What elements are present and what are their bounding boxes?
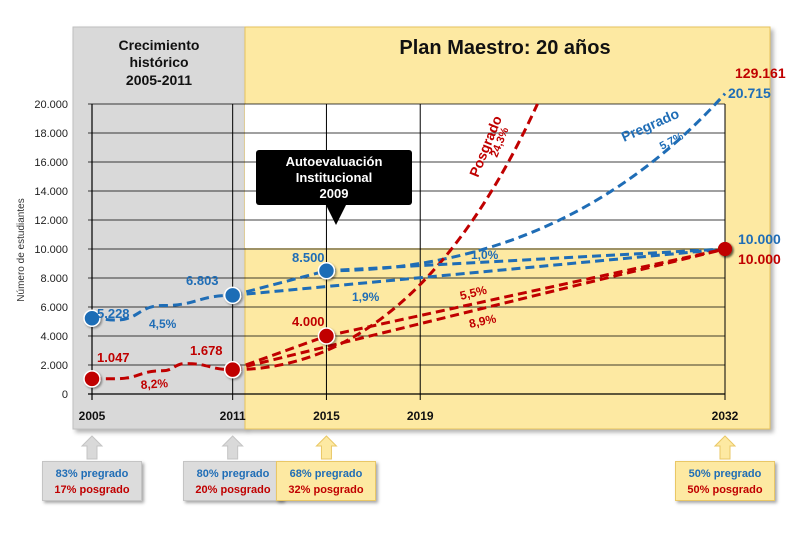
badge-2005: 83% pregrado 17% posgrado <box>42 461 142 501</box>
badge-arrow-2011 <box>221 435 244 460</box>
series-line-pregrado-7 <box>232 247 726 297</box>
x-tick-label-2005: 2005 <box>79 409 106 423</box>
end-value-posgrado: 129.161 <box>735 65 786 81</box>
y-tick-label: 20.000 <box>34 99 68 111</box>
y-tick-label: 6.000 <box>40 302 68 314</box>
annotation-line-1: Autoevaluación <box>286 154 383 169</box>
historical-title-line-3: 2005-2011 <box>126 72 192 88</box>
badge-posgrado-share: 32% posgrado <box>288 484 364 496</box>
y-tick-label: 16.000 <box>34 157 68 169</box>
y-tick-label: 4.000 <box>40 331 68 343</box>
rate-label-posgrado-5-5: 5,5% <box>458 283 488 303</box>
series-line-posgrado-9 <box>232 247 726 372</box>
badge-2011: 80% pregrado 20% posgrado <box>183 461 283 501</box>
badge-posgrado-share: 50% posgrado <box>687 484 763 496</box>
y-tick-label: 14.000 <box>34 186 68 198</box>
badge-2015: 68% pregrado 32% posgrado <box>276 461 376 501</box>
rate-label-posgrado-8-2: 8,2% <box>140 376 169 392</box>
y-tick-label: 12.000 <box>34 215 68 227</box>
series-line-posgrado-8 <box>326 247 726 338</box>
y-tick-label: 18.000 <box>34 128 68 140</box>
value-label-posgrado-2015: 4.000 <box>292 314 325 329</box>
badge-posgrado-share: 17% posgrado <box>54 484 130 496</box>
badge-arrow-2032 <box>713 435 737 460</box>
y-tick-label: 8.000 <box>40 273 68 285</box>
badge-arrow-2015 <box>315 435 338 460</box>
y-axis-ticks: 0 2.000 4.000 6.000 8.000 10.000 12.000 14.000 1… <box>34 99 68 401</box>
end-value-pregrado: 20.715 <box>728 85 771 101</box>
badge-pregrado-share: 50% pregrado <box>688 468 762 480</box>
chart-title: Plan Maestro: 20 años <box>399 37 610 59</box>
value-label-pregrado-2015: 8.500 <box>292 250 325 265</box>
badge-posgrado-share: 20% posgrado <box>195 484 271 496</box>
historical-panel <box>72 26 246 430</box>
series-line-posgrado-5 <box>232 334 327 372</box>
x-axis-ticks: 2005 2011 2015 2019 2032 <box>79 409 739 423</box>
historical-title-line-2: histórico <box>129 54 188 70</box>
series-line-pregrado-6 <box>326 247 726 273</box>
y-tick-label: 10.000 <box>34 244 68 256</box>
rate-label-posgrado-8-9: 8,9% <box>468 311 498 330</box>
x-tick-label-2011: 2011 <box>220 409 246 423</box>
y-tick-label: 0 <box>62 389 68 401</box>
series-line-posgrado-1 <box>91 362 233 381</box>
badge-arrow-2005 <box>80 435 104 460</box>
series-line-pregrado-4 <box>232 269 327 297</box>
point-pregrado-2015 <box>317 262 336 280</box>
annotation-line-3: 2009 <box>320 186 349 201</box>
rate-label-pregrado-4-5: 4,5% <box>149 317 177 331</box>
annotation-box <box>256 150 412 205</box>
x-tick-label-2019: 2019 <box>407 409 434 423</box>
y-tick-label: 2.000 <box>40 360 68 372</box>
point-posgrado-2015 <box>317 327 336 345</box>
annotation-line-2: Institucional <box>296 170 373 185</box>
point-posgrado-2032 <box>718 242 732 256</box>
value-label-pregrado-2032: 10.000 <box>738 231 781 247</box>
point-posgrado-2005 <box>83 370 101 388</box>
x-tick-label-2015: 2015 <box>313 409 340 423</box>
data-points <box>83 242 732 388</box>
point-posgrado-2011 <box>223 360 242 379</box>
value-label-pregrado-2011: 6.803 <box>186 273 219 288</box>
badge-pregrado-share: 80% pregrado <box>196 468 270 480</box>
series-lines <box>91 92 727 381</box>
rate-label-pregrado-1-0: 1,0% <box>471 248 499 262</box>
annotation-pointer <box>326 205 346 225</box>
badge-pregrado-share: 68% pregrado <box>289 468 363 480</box>
value-label-pregrado-2005: 5.228 <box>97 306 130 321</box>
value-label-posgrado-2011: 1.678 <box>190 343 223 358</box>
rate-label-pregrado-1-9: 1,9% <box>352 290 380 304</box>
annotation-callout: Autoevaluación Institucional 2009 <box>256 150 412 225</box>
historical-title-line-1: Crecimiento <box>119 37 200 53</box>
x-tick-label-2032: 2032 <box>712 409 739 423</box>
badge-pregrado-share: 83% pregrado <box>55 468 129 480</box>
series-line-posgrado-3 <box>232 103 539 372</box>
value-label-posgrado-2032: 10.000 <box>738 251 781 267</box>
point-pregrado-2011 <box>223 286 242 305</box>
point-pregrado-2005 <box>83 309 101 327</box>
badge-2032: 50% pregrado 50% posgrado <box>675 461 775 501</box>
badge-arrows <box>80 435 737 460</box>
y-axis-label: Número de estudiantes <box>16 198 27 301</box>
value-label-posgrado-2005: 1.047 <box>97 350 130 365</box>
year-lines <box>91 104 726 400</box>
